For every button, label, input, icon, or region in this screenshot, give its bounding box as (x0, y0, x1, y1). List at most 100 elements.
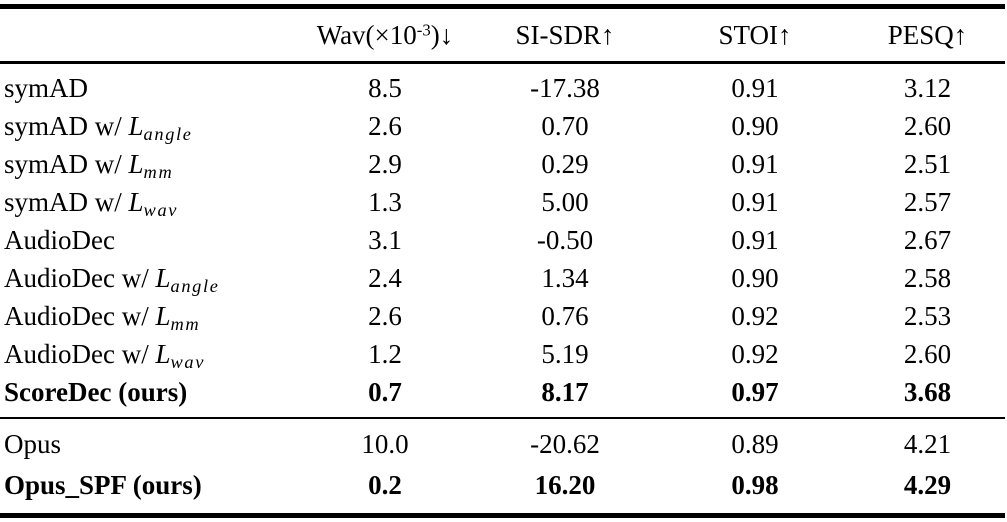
row-label: AudioDec w/ Langle (0, 259, 300, 297)
header-pesq: PESQ↑ (850, 6, 1005, 64)
row-label-text: ScoreDec (ours) (4, 376, 188, 407)
row-label-text: AudioDec w/ (4, 262, 156, 293)
table-row-opus-spf-ours: Opus_SPF (ours) 0.2 16.20 0.98 4.29 (0, 465, 1005, 516)
row-label-text: AudioDec w/ (4, 338, 156, 369)
pesq-value: 2.51 (903, 148, 952, 179)
wav-value: 3.1 (368, 224, 402, 255)
wav-value: 2.6 (368, 110, 402, 141)
pesq-value: 2.60 (903, 110, 952, 141)
table-row: symAD w/ Langle 2.6 0.70 0.90 2.60 (0, 107, 1005, 145)
row-label-text: symAD w/ (4, 186, 129, 217)
math-var: L (155, 262, 171, 293)
math-sub: mm (170, 313, 201, 334)
header-row: Wav(×10-3)↓ SI-SDR↑ STOI↑ PESQ↑ (0, 6, 1005, 64)
table-header: Wav(×10-3)↓ SI-SDR↑ STOI↑ PESQ↑ (0, 6, 1005, 64)
row-label: Opus (0, 418, 300, 465)
pesq-value: 4.21 (903, 429, 952, 459)
sisdr-value: 16.20 (534, 470, 596, 500)
pesq-value: 3.12 (903, 72, 952, 103)
row-label-text: AudioDec (4, 224, 115, 255)
math-sub: angle (143, 123, 193, 144)
row-label-text: AudioDec w/ (4, 300, 156, 331)
math-var: L (128, 148, 144, 179)
pesq-value: 2.53 (903, 300, 952, 331)
pesq-value: 4.29 (903, 470, 952, 500)
row-label: symAD w/ Lmm (0, 145, 300, 183)
sisdr-value: -20.62 (530, 429, 600, 459)
sisdr-value: 0.70 (541, 110, 589, 141)
math-sub: wav (170, 351, 206, 372)
pesq-value: 2.67 (903, 224, 952, 255)
row-label-text: symAD (4, 72, 89, 103)
wav-value: 1.2 (368, 338, 402, 369)
sisdr-value: -17.38 (530, 72, 600, 103)
wav-value: 0.7 (368, 376, 402, 407)
row-label-text: symAD w/ (4, 148, 129, 179)
table-row: symAD w/ Lmm 2.9 0.29 0.91 2.51 (0, 145, 1005, 183)
table-section-neural-codecs: symAD 8.5 -17.38 0.91 3.12 symAD w/ Lang… (0, 63, 1005, 419)
stoi-value: 0.91 (731, 224, 779, 255)
sisdr-value: 8.17 (541, 376, 589, 407)
stoi-value: 0.92 (731, 300, 779, 331)
wav-value: 10.0 (361, 429, 409, 459)
row-label: AudioDec w/ Lwav (0, 335, 300, 373)
table-row-scoredec-ours: ScoreDec (ours) 0.7 8.17 0.97 3.68 (0, 373, 1005, 418)
table-section-opus: Opus 10.0 -20.62 0.89 4.21 Opus_SPF (our… (0, 418, 1005, 516)
header-wav: Wav(×10-3)↓ (300, 6, 470, 64)
row-label-text: Opus (4, 429, 62, 459)
table-row: AudioDec 3.1 -0.50 0.91 2.67 (0, 221, 1005, 259)
wav-value: 2.4 (368, 262, 402, 293)
wav-value: 1.3 (368, 186, 402, 217)
wav-value: 8.5 (368, 72, 402, 103)
stoi-value: 0.90 (731, 110, 779, 141)
row-label: AudioDec w/ Lmm (0, 297, 300, 335)
math-var: L (155, 338, 171, 369)
wav-value: 2.6 (368, 300, 402, 331)
sisdr-value: 1.34 (541, 262, 589, 293)
table-row: AudioDec w/ Lmm 2.6 0.76 0.92 2.53 (0, 297, 1005, 335)
row-label-text: symAD w/ (4, 110, 129, 141)
results-table: Wav(×10-3)↓ SI-SDR↑ STOI↑ PESQ↑ symAD 8.… (0, 4, 1005, 518)
stoi-value: 0.97 (731, 376, 779, 407)
header-stoi: STOI↑ (660, 6, 850, 64)
math-var: L (128, 110, 144, 141)
header-wav-suffix-down-arrow-icon: )↓ (430, 19, 454, 50)
math-sub: mm (143, 161, 174, 182)
row-label: Opus_SPF (ours) (0, 465, 300, 516)
pesq-value: 2.58 (903, 262, 952, 293)
row-label: symAD (0, 63, 300, 108)
table-row: symAD w/ Lwav 1.3 5.00 0.91 2.57 (0, 183, 1005, 221)
sisdr-value: 5.19 (541, 338, 589, 369)
math-var: L (128, 186, 144, 217)
table-row: symAD 8.5 -17.38 0.91 3.12 (0, 63, 1005, 108)
math-sub: wav (143, 199, 179, 220)
sisdr-value: 0.29 (541, 148, 589, 179)
stoi-value: 0.91 (731, 186, 779, 217)
pesq-value: 2.60 (903, 338, 952, 369)
stoi-value: 0.98 (731, 470, 779, 500)
wav-value: 0.2 (368, 470, 402, 500)
row-label: ScoreDec (ours) (0, 373, 300, 418)
stoi-value: 0.92 (731, 338, 779, 369)
sisdr-value: 0.76 (541, 300, 589, 331)
row-label: symAD w/ Langle (0, 107, 300, 145)
math-sub: angle (170, 275, 220, 296)
table-row: AudioDec w/ Langle 2.4 1.34 0.90 2.58 (0, 259, 1005, 297)
pesq-value: 3.68 (903, 376, 952, 407)
header-label-col (0, 6, 300, 64)
table-row: Opus 10.0 -20.62 0.89 4.21 (0, 418, 1005, 465)
wav-value: 2.9 (368, 148, 402, 179)
table-row: AudioDec w/ Lwav 1.2 5.19 0.92 2.60 (0, 335, 1005, 373)
stoi-value: 0.91 (731, 148, 779, 179)
header-wav-exponent: -3 (416, 20, 431, 40)
header-sisdr: SI-SDR↑ (470, 6, 660, 64)
sisdr-value: 5.00 (541, 186, 589, 217)
math-var: L (155, 300, 171, 331)
stoi-value: 0.89 (731, 429, 779, 459)
row-label: symAD w/ Lwav (0, 183, 300, 221)
row-label-text: Opus_SPF (ours) (4, 470, 202, 500)
sisdr-value: -0.50 (536, 224, 594, 255)
stoi-value: 0.90 (731, 262, 779, 293)
row-label: AudioDec (0, 221, 300, 259)
